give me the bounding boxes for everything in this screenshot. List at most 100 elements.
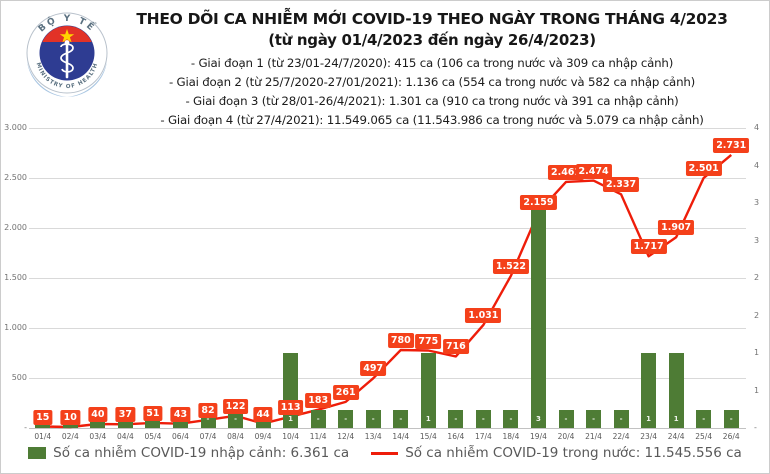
x-axis-label: 03/4 (89, 432, 107, 441)
left-axis-label: 2.500 (4, 173, 27, 182)
line-value-label: 2.731 (713, 137, 750, 153)
imported-cases-bar (586, 410, 602, 428)
right-axis-label: 2 (754, 273, 760, 282)
right-axis-label: 3 (754, 235, 760, 245)
legend-item: Số ca nhiễm COVID-19 trong nước: 11.545.… (371, 445, 742, 461)
x-axis-label: 22/4 (612, 432, 630, 441)
line-value-label: 40 (88, 407, 108, 422)
x-axis-label: 10/4 (282, 432, 300, 441)
grid-line (29, 378, 746, 379)
legend-item: Số ca nhiễm COVID-19 nhập cảnh: 6.361 ca (28, 445, 349, 461)
line-value-label: 2.159 (520, 195, 557, 211)
period-note-4: - Giai đoạn 4 (từ 27/4/2021): 11.549.065… (160, 113, 704, 127)
chart-subtitle: (từ ngày 01/4/2023 đến ngày 26/4/2023) (268, 31, 596, 49)
x-axis-label: 12/4 (337, 432, 355, 441)
line-value-label: 2.474 (575, 163, 612, 179)
line-value-label: 37 (115, 407, 135, 423)
bar-value-label: - (592, 415, 595, 423)
line-value-label: 261 (332, 384, 359, 400)
imported-cases-bar (723, 410, 739, 428)
line-value-label: 43 (170, 406, 191, 422)
grid-line (29, 228, 746, 229)
x-axis-label: 19/4 (530, 432, 547, 441)
bar-value-label: 1 (425, 415, 431, 423)
left-axis-label: 1.000 (4, 323, 27, 332)
logo-star-icon (59, 29, 75, 43)
imported-cases-bar (393, 410, 409, 428)
x-axis-label: 11/4 (309, 432, 327, 441)
line-value-label: 15 (33, 409, 53, 425)
line-value-label: 1.717 (630, 239, 667, 255)
right-axis-label: 4 (754, 123, 760, 132)
x-axis-label: 21/4 (585, 432, 602, 441)
grid-line (29, 278, 746, 279)
legend-line-swatch (371, 451, 399, 455)
line-value-label: 113 (277, 399, 304, 415)
left-axis-label: 500 (11, 373, 27, 382)
right-axis-label: 1 (754, 348, 760, 357)
left-axis-label: 2.000 (4, 223, 27, 232)
imported-cases-bar (696, 410, 712, 428)
left-axis-label: 3.000 (4, 123, 27, 132)
line-value-label: 2.501 (685, 160, 722, 176)
line-value-label: 2.461 (547, 164, 585, 180)
legend-label: Số ca nhiễm COVID-19 nhập cảnh: 6.361 ca (53, 445, 350, 461)
line-value-label: 775 (415, 333, 442, 349)
bar-value-label: - (619, 415, 623, 423)
period-note-1: - Giai đoạn 1 (từ 23/01-24/7/2020): 415 … (190, 56, 674, 70)
bar-value-label: - (509, 415, 513, 423)
period-note-3: - Giai đoạn 3 (từ 28/01-26/4/2021): 1.30… (185, 94, 679, 108)
x-axis-label: 07/4 (199, 432, 217, 441)
imported-cases-bar (448, 410, 464, 428)
bar-value-label: - (702, 415, 706, 423)
ministry-of-health-logo: BỘ Y TẾ MINISTRY OF HEALTH (26, 12, 108, 97)
right-axis-label: 2 (754, 310, 760, 320)
x-axis-label: 04/4 (116, 432, 134, 441)
right-axis-label: 3 (754, 198, 760, 207)
imported-cases-bar (228, 410, 244, 428)
line-value-label: 2.337 (603, 177, 640, 193)
imported-cases-bar (420, 353, 436, 428)
x-axis-label: 06/4 (172, 432, 189, 441)
period-notes: - Giai đoạn 1 (từ 23/01-24/7/2020): 415 … (101, 54, 763, 130)
x-axis-label: 24/4 (667, 432, 685, 441)
imported-cases-bar (558, 410, 574, 428)
line-value-label: 1.031 (465, 307, 502, 323)
x-axis-label: 26/4 (722, 432, 740, 441)
imported-cases-bar (310, 410, 326, 428)
line-value-label: 183 (305, 392, 332, 408)
bar-value-label: - (729, 415, 733, 423)
x-axis-label: 09/4 (254, 432, 272, 441)
logo-snake-head (64, 40, 70, 45)
x-axis-label: 15/4 (419, 432, 437, 441)
legend: Số ca nhiễm COVID-19 nhập cảnh: 6.361 ca… (1, 445, 769, 461)
imported-cases-bar (530, 203, 546, 428)
x-axis-label: 14/4 (392, 432, 410, 441)
line-value-label: 122 (222, 398, 249, 414)
grid-line (29, 328, 746, 329)
left-axis-label: 1.500 (4, 273, 27, 282)
imported-cases-bar (668, 353, 684, 428)
imported-cases-bar (365, 410, 381, 428)
bar-value-label: - (344, 415, 348, 423)
grid-line (29, 428, 746, 429)
legend-label: Số ca nhiễm COVID-19 trong nước: 11.545.… (405, 445, 742, 461)
grid-line (29, 128, 746, 129)
bar-value-label: - (481, 415, 485, 423)
imported-cases-bar (503, 410, 519, 428)
line-value-label: 44 (253, 406, 273, 422)
x-axis-label: 13/4 (364, 432, 382, 441)
right-axis-label: 4 (754, 160, 760, 170)
line-value-label: 497 (360, 361, 387, 377)
line-value-label: 1.522 (492, 258, 529, 274)
period-note-2: - Giai đoạn 2 (từ 25/7/2020-27/01/2021):… (168, 75, 696, 89)
x-axis-label: 20/4 (557, 432, 575, 441)
line-value-label: 716 (442, 339, 469, 355)
bar-value-label: - (371, 415, 375, 423)
bar-value-label: - (206, 415, 210, 423)
x-axis-label: 18/4 (502, 432, 520, 441)
bar-value-label: 3 (536, 415, 541, 423)
bar-value-label: - (316, 415, 320, 423)
bar-value-label: - (564, 415, 568, 423)
